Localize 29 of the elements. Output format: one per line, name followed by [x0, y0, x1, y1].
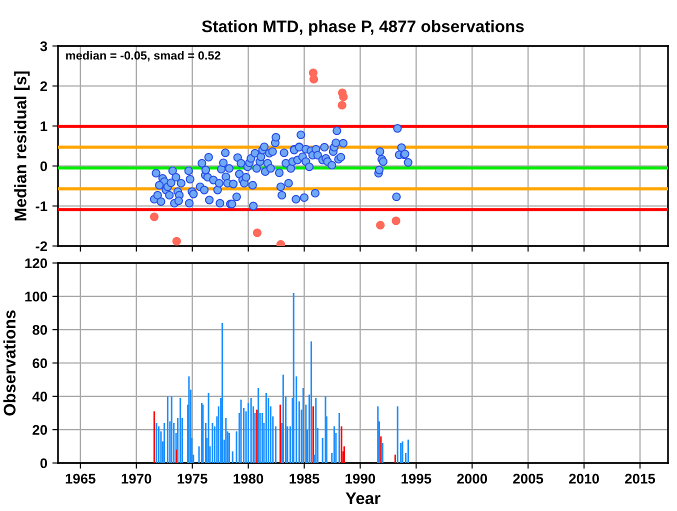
y-tick-label: 80: [32, 325, 48, 335]
x-tick-label: 1990: [346, 474, 376, 484]
x-axis-title: Year: [346, 492, 380, 504]
y-tick-label: 120: [25, 258, 48, 268]
x-tick-label: 1995: [402, 474, 432, 484]
y-tick-label: 0: [40, 458, 48, 468]
x-tick-label: 1980: [234, 474, 264, 484]
y-axis-title: Median residual [s]: [14, 71, 30, 220]
chart-title: Station MTD, phase P, 4877 observations: [202, 20, 524, 36]
y-tick-label: 40: [32, 392, 48, 402]
x-tick-label: 2005: [513, 474, 544, 484]
y-tick-label: -2: [36, 241, 48, 252]
y-tick-label: 2: [40, 81, 48, 92]
y-tick-label: 100: [25, 292, 48, 302]
y-axis-title: Observations: [3, 310, 16, 416]
x-tick-label: 1975: [178, 474, 208, 484]
x-tick-label: 1985: [290, 474, 320, 484]
x-tick-label: 1965: [66, 474, 96, 484]
x-tick-label: 2000: [457, 474, 488, 484]
x-tick-label: 1970: [122, 474, 152, 484]
x-tick-label: 2015: [625, 474, 656, 484]
x-tick-label: 2010: [569, 474, 599, 484]
annotation: median = -0.05, smad = 0.52: [66, 51, 220, 62]
y-tick-label: 20: [32, 425, 48, 435]
y-tick-label: 3: [40, 41, 48, 52]
y-tick-label: 60: [32, 358, 48, 368]
y-tick-label: 1: [40, 121, 48, 132]
y-tick-label: -1: [36, 201, 48, 212]
y-tick-label: 0: [40, 161, 48, 172]
